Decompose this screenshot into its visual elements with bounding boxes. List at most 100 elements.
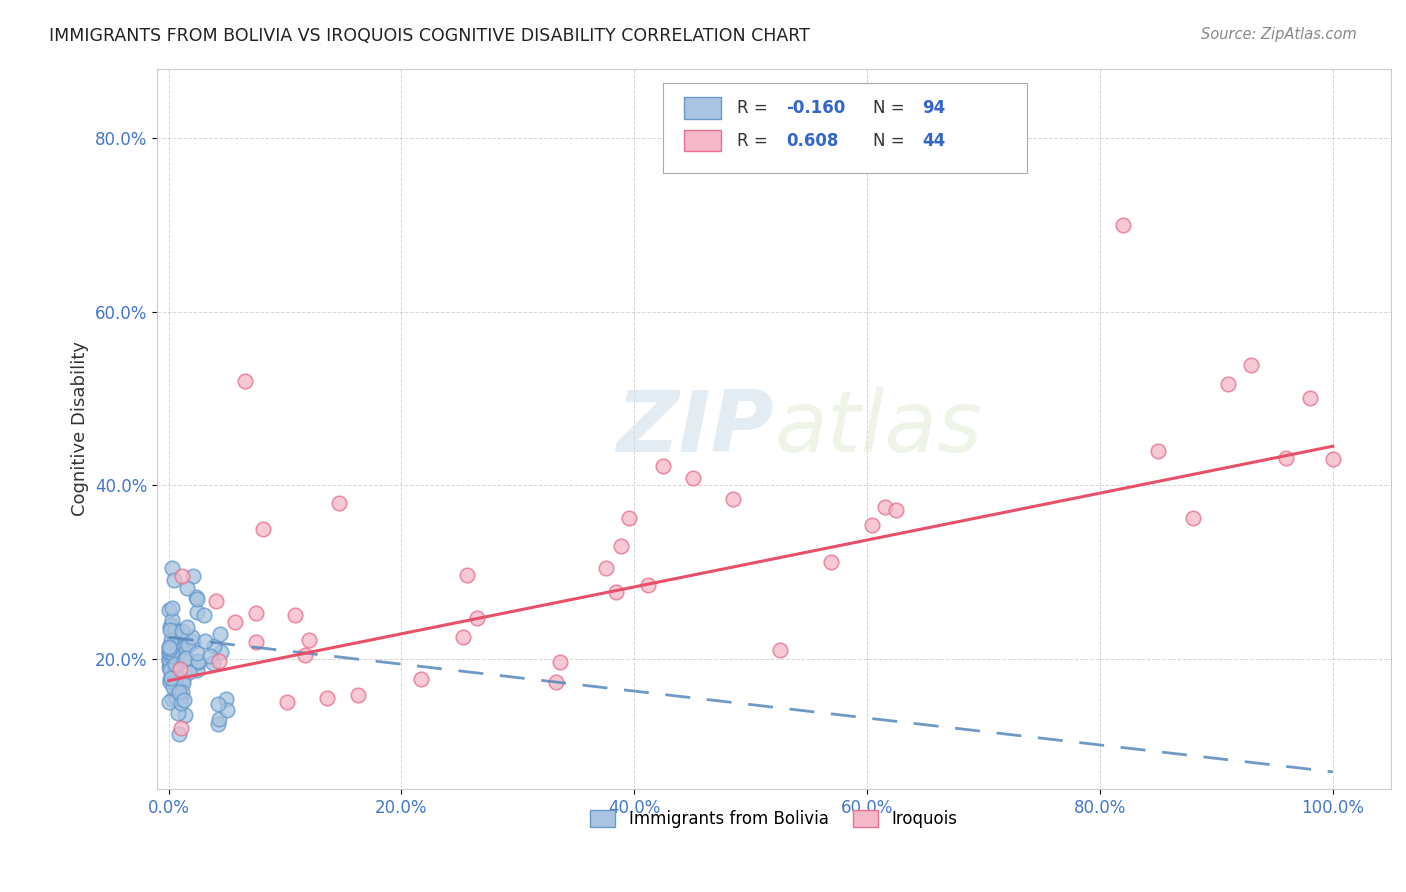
Point xyxy=(207,697,229,711)
Point xyxy=(176,620,198,634)
Point xyxy=(465,610,488,624)
Point xyxy=(179,665,201,679)
Point xyxy=(173,653,195,667)
Point xyxy=(214,691,236,706)
Point xyxy=(769,642,792,657)
Point xyxy=(186,664,208,678)
Point xyxy=(160,659,183,673)
FancyBboxPatch shape xyxy=(664,83,1026,173)
Legend: Immigrants from Bolivia, Iroquois: Immigrants from Bolivia, Iroquois xyxy=(583,804,965,835)
Point xyxy=(862,517,884,532)
Point xyxy=(159,642,181,657)
Point xyxy=(1240,358,1263,372)
Text: -0.160: -0.160 xyxy=(786,99,845,117)
Point xyxy=(169,727,191,741)
Point xyxy=(159,657,181,672)
Point xyxy=(187,654,209,668)
Point xyxy=(167,685,190,699)
Point xyxy=(159,663,181,677)
Point xyxy=(162,645,184,659)
Point xyxy=(162,648,184,663)
Point xyxy=(245,635,267,649)
Point xyxy=(456,567,478,582)
Point xyxy=(163,573,186,587)
Point xyxy=(165,654,187,668)
Point xyxy=(157,640,180,654)
Point xyxy=(173,693,195,707)
Point xyxy=(1147,443,1170,458)
Point xyxy=(157,653,180,667)
Point xyxy=(201,656,224,670)
Point xyxy=(721,492,744,507)
Text: N =: N = xyxy=(873,132,910,150)
Point xyxy=(160,633,183,648)
Point xyxy=(172,675,194,690)
Point xyxy=(174,708,197,723)
Point xyxy=(1298,391,1320,405)
Point xyxy=(176,581,198,595)
Point xyxy=(184,591,207,605)
Point xyxy=(170,697,193,711)
Text: Source: ZipAtlas.com: Source: ZipAtlas.com xyxy=(1201,27,1357,42)
Point xyxy=(177,639,200,653)
Point xyxy=(170,722,193,736)
Point xyxy=(181,569,204,583)
Point xyxy=(176,651,198,665)
Point xyxy=(165,624,187,638)
Point xyxy=(159,648,181,662)
Point xyxy=(160,640,183,654)
Point xyxy=(1216,376,1239,391)
Point xyxy=(159,646,181,660)
Point xyxy=(160,646,183,660)
Y-axis label: Cognitive Disability: Cognitive Disability xyxy=(72,342,89,516)
Point xyxy=(1112,218,1135,232)
Point xyxy=(186,647,208,661)
Point xyxy=(1322,452,1344,467)
Text: atlas: atlas xyxy=(775,387,981,470)
Text: 0.608: 0.608 xyxy=(786,132,839,150)
Point xyxy=(224,615,246,629)
Point xyxy=(163,655,186,669)
Point xyxy=(172,624,194,638)
Point xyxy=(610,539,633,553)
Point xyxy=(159,657,181,671)
Text: R =: R = xyxy=(737,132,773,150)
Point xyxy=(546,675,568,690)
Point xyxy=(188,655,211,669)
Point xyxy=(165,669,187,683)
Point xyxy=(207,712,229,726)
Point xyxy=(172,672,194,686)
Point xyxy=(208,654,231,668)
Point xyxy=(157,645,180,659)
Point xyxy=(162,639,184,653)
Point xyxy=(186,592,208,607)
Point xyxy=(167,706,190,720)
Point xyxy=(207,716,229,731)
Point xyxy=(204,594,226,608)
Point xyxy=(209,627,232,641)
Point xyxy=(157,660,180,674)
Point xyxy=(328,496,350,510)
Point xyxy=(162,680,184,694)
Point xyxy=(1182,511,1205,525)
Text: 94: 94 xyxy=(922,99,945,117)
Point xyxy=(172,642,194,657)
Point xyxy=(548,655,571,669)
Point xyxy=(194,634,217,648)
Point xyxy=(163,624,186,639)
Point xyxy=(157,695,180,709)
Point xyxy=(159,620,181,634)
Point xyxy=(252,522,274,536)
Point xyxy=(159,638,181,652)
Point xyxy=(1275,450,1298,465)
Point xyxy=(159,645,181,659)
Point xyxy=(617,511,640,525)
Point xyxy=(294,648,316,662)
Point xyxy=(160,648,183,663)
Point xyxy=(298,632,321,647)
Point xyxy=(157,644,180,658)
Point xyxy=(170,640,193,654)
Point xyxy=(316,690,339,705)
Point xyxy=(165,658,187,673)
Point xyxy=(820,555,842,569)
